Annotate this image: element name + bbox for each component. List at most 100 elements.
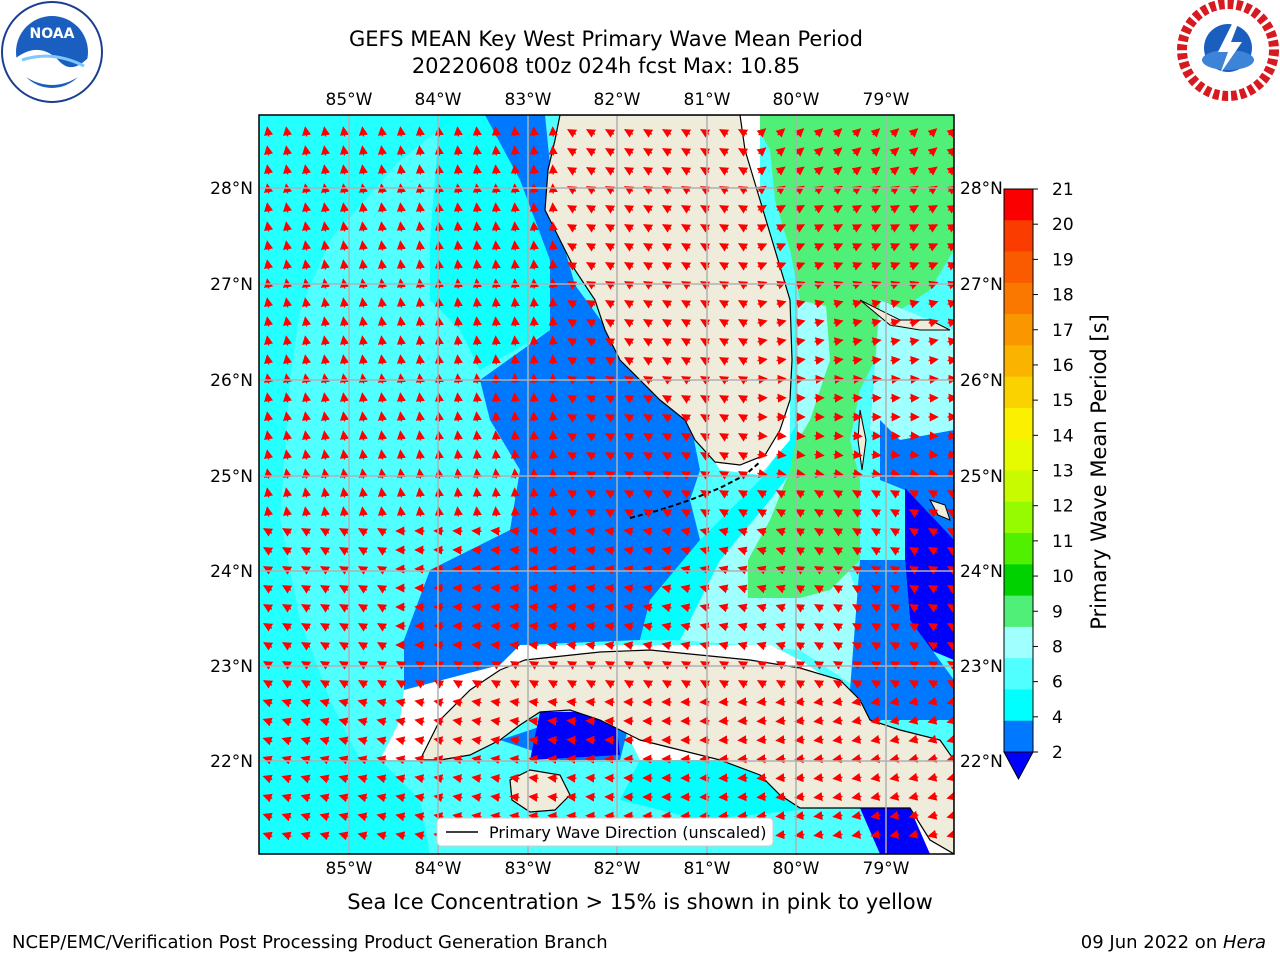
wave-arrow: [528, 621, 539, 631]
wave-arrow: [889, 528, 901, 537]
wave-arrow: [775, 166, 786, 176]
wave-arrow: [813, 697, 824, 707]
wave-arrow: [642, 565, 653, 575]
wave-arrow: [319, 623, 331, 632]
wave-arrow: [661, 414, 673, 423]
wave-arrow: [585, 129, 597, 138]
wave-arrow: [585, 584, 596, 594]
wave-arrow: [871, 337, 882, 347]
wave-arrow: [604, 622, 615, 632]
wave-arrow: [718, 697, 729, 707]
wave-arrow: [302, 392, 312, 403]
wave-arrow: [471, 680, 483, 689]
wave-arrow: [851, 528, 863, 537]
lon-tick-label: 85°W: [326, 90, 373, 110]
wave-arrow: [339, 259, 349, 270]
wave-arrow: [357, 680, 369, 689]
wave-arrow: [908, 205, 919, 214]
wave-arrow: [585, 509, 597, 518]
wave-arrow: [415, 240, 425, 251]
wave-arrow: [814, 450, 825, 460]
wave-arrow: [852, 337, 863, 347]
colorbar-label: Primary Wave Mean Period [s]: [1087, 314, 1111, 630]
wave-arrow: [510, 221, 520, 232]
wave-arrow: [376, 623, 388, 632]
wave-arrow: [585, 224, 597, 233]
wave-arrow: [642, 319, 654, 328]
wave-arrow: [775, 509, 787, 518]
wave-arrow: [491, 183, 501, 194]
wave-arrow: [415, 430, 425, 441]
wave-arrow: [453, 259, 463, 270]
wave-arrow: [794, 490, 806, 499]
wave-arrow: [471, 545, 482, 555]
wave-arrow: [339, 373, 349, 384]
wave-arrow: [737, 527, 748, 537]
colorbar-tick-label: 11: [1052, 532, 1074, 552]
wave-arrow: [908, 528, 920, 537]
wave-arrow: [776, 355, 787, 365]
wave-arrow: [283, 487, 293, 498]
wave-arrow: [756, 811, 767, 821]
wave-arrow: [928, 318, 939, 328]
wave-arrow: [909, 243, 920, 252]
wave-arrow: [604, 680, 616, 689]
wave-arrow: [529, 392, 539, 403]
wave-arrow: [661, 433, 673, 442]
wave-arrow: [415, 449, 425, 460]
wave-arrow: [680, 300, 692, 309]
wave-arrow: [737, 395, 749, 404]
wave-arrow: [852, 243, 863, 252]
wave-arrow: [756, 603, 767, 613]
wave-arrow: [453, 240, 463, 251]
wave-arrow: [623, 603, 634, 613]
wave-arrow: [321, 335, 330, 346]
wave-arrow: [302, 449, 312, 460]
wave-arrow: [909, 318, 920, 328]
wave-arrow: [302, 183, 312, 194]
wave-arrow: [453, 316, 463, 327]
wave-arrow: [851, 547, 863, 556]
wave-arrow: [472, 354, 482, 365]
wave-arrow: [528, 680, 540, 689]
colorbar-tick-label: 16: [1052, 356, 1074, 376]
wave-arrow: [510, 240, 520, 251]
wave-arrow: [718, 414, 730, 423]
wave-arrow: [358, 449, 368, 460]
wave-arrow: [529, 126, 539, 137]
wave-arrow: [604, 167, 616, 176]
wave-arrow: [927, 715, 938, 725]
wave-arrow: [776, 468, 787, 478]
wave-arrow: [358, 506, 368, 517]
lat-tick-label: 27°N: [960, 275, 1003, 295]
wave-arrow: [851, 147, 862, 157]
wave-arrow: [661, 205, 673, 214]
wave-arrow: [548, 240, 558, 251]
wave-arrow: [396, 449, 406, 460]
wave-arrow: [870, 642, 882, 651]
wave-arrow: [680, 262, 692, 271]
wave-arrow: [547, 602, 558, 612]
wave-arrow: [264, 468, 274, 479]
wave-arrow: [566, 526, 577, 536]
wave-arrow: [623, 167, 635, 176]
wave-arrow: [585, 148, 597, 157]
wave-arrow: [510, 335, 520, 346]
lat-tick-label: 28°N: [960, 179, 1003, 199]
wave-arrow: [870, 166, 881, 176]
wave-arrow: [795, 450, 806, 460]
wave-arrow: [376, 642, 388, 651]
wave-arrow: [870, 696, 881, 706]
wave-arrow: [396, 468, 406, 479]
wave-arrow: [566, 414, 578, 423]
wave-arrow: [510, 411, 520, 422]
lon-tick-label: 81°W: [684, 859, 731, 879]
wave-arrow: [718, 754, 729, 764]
noaa-logo-icon: NOAA: [1, 1, 103, 103]
wave-arrow: [262, 604, 274, 613]
wave-arrow: [813, 680, 825, 689]
wave-arrow: [718, 509, 730, 518]
wave-arrow: [453, 487, 463, 498]
colorbar-tick-label: 20: [1052, 215, 1074, 235]
wave-arrow: [491, 354, 501, 365]
